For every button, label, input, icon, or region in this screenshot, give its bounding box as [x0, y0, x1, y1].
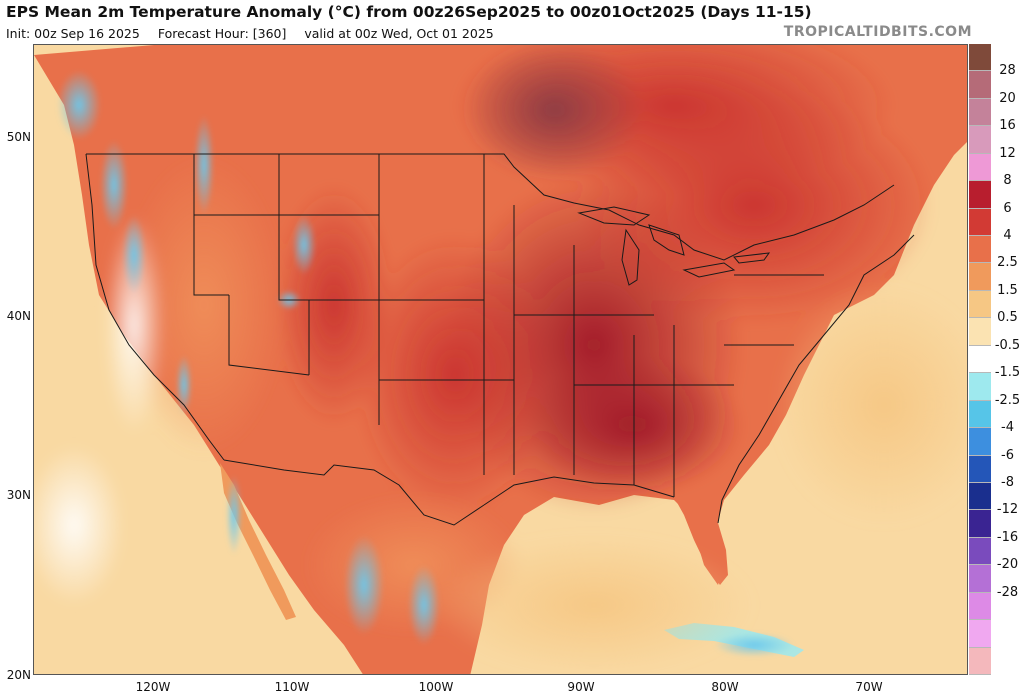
- colorbar-swatch: [969, 620, 991, 648]
- colorbar-swatch: [969, 428, 991, 456]
- colorbar-label: 16: [999, 118, 1016, 134]
- anomaly-peach-atlantic: [774, 285, 967, 525]
- colorbar-swatch: [969, 647, 991, 675]
- colorbar-label: -0.5: [994, 337, 1021, 353]
- anomaly-orange-west: [124, 155, 284, 455]
- lon-label: 100W: [418, 680, 454, 694]
- colorbar-label: 6: [1003, 200, 1012, 216]
- colorbar-swatch: [969, 400, 991, 429]
- colorbar-label: 12: [999, 145, 1016, 161]
- cool-terrain-streaks: [57, 70, 794, 657]
- colorbar-swatch: [969, 98, 991, 127]
- colorbar-label: -20: [996, 557, 1019, 573]
- anomaly-white-pacific: [34, 445, 124, 605]
- colorbar-swatch: [969, 455, 991, 483]
- colorbar-swatch: [969, 482, 991, 511]
- lat-label: 20N: [6, 668, 31, 682]
- colorbar-label: 28: [999, 63, 1016, 79]
- colorbar-swatch: [969, 537, 991, 566]
- anomaly-red-plains: [354, 235, 554, 515]
- colorbar-label: 0.5: [997, 310, 1018, 326]
- colorbar-swatch: [969, 44, 991, 72]
- colorbar-label: -12: [996, 502, 1019, 518]
- brand-watermark: TROPICALTIDBITS.COM: [783, 24, 972, 40]
- colorbar-swatch: [969, 71, 991, 99]
- lon-label: 80W: [711, 680, 739, 694]
- colorbar-swatch: [969, 318, 991, 346]
- colorbar-swatch: [969, 345, 991, 374]
- colorbar-swatch: [969, 510, 991, 538]
- colorbar-label: 2.5: [997, 255, 1018, 271]
- anomaly-map: [33, 44, 968, 675]
- colorbar: 28 20 16 12 8 6 4 2.5 1.5 0.5 -0.5 -1.5 -2.5 -4 -6 -8 -1…: [969, 44, 1024, 675]
- valid-time: valid at 00z Wed, Oct 01 2025: [304, 26, 494, 41]
- forecast-hour: Forecast Hour: [360]: [157, 26, 287, 41]
- anomaly-maroon-hudson: [464, 45, 644, 180]
- political-borders: [85, 153, 915, 526]
- colorbar-swatch: [969, 263, 991, 291]
- lon-label: 110W: [274, 680, 310, 694]
- colorbar-label: -28: [996, 584, 1019, 600]
- chart-title: EPS Mean 2m Temperature Anomaly (°C) fro…: [6, 3, 812, 21]
- colorbar-label: -16: [996, 529, 1019, 545]
- colorbar-swatch: [969, 236, 991, 264]
- colorbar-swatch: [969, 208, 991, 237]
- colorbar-label: 1.5: [997, 282, 1018, 298]
- lat-label: 30N: [6, 488, 31, 502]
- lat-label: 50N: [6, 130, 31, 144]
- colorbar-label: -6: [1001, 447, 1014, 463]
- anomaly-peach-gulf: [434, 535, 754, 674]
- colorbar-label: 4: [1003, 228, 1012, 244]
- colorbar-swatch: [969, 565, 991, 593]
- lon-label: 70W: [855, 680, 883, 694]
- colorbar-label: -4: [1001, 420, 1014, 436]
- colorbar-label: -8: [1001, 474, 1014, 490]
- lat-label: 40N: [6, 309, 31, 323]
- anomaly-white-west-coast: [104, 215, 164, 435]
- colorbar-swatch: [969, 181, 991, 209]
- colorbar-swatch: [969, 290, 991, 319]
- colorbar-swatch: [969, 126, 991, 154]
- colorbar-label: -1.5: [994, 365, 1021, 381]
- colorbar-swatch: [969, 373, 991, 401]
- colorbar-label: 8: [1003, 173, 1012, 189]
- lon-label: 90W: [567, 680, 595, 694]
- init-time: Init: 00z Sep 16 2025: [6, 26, 140, 41]
- forecast-info: Init: 00z Sep 16 2025 Forecast Hour: [36…: [6, 26, 508, 41]
- colorbar-label: -2.5: [994, 392, 1021, 408]
- colorbar-swatch: [969, 153, 991, 182]
- colorbar-swatch: [969, 592, 991, 621]
- great-lakes: [577, 206, 771, 286]
- lon-label: 120W: [135, 680, 171, 694]
- colorbar-label: 20: [999, 90, 1016, 106]
